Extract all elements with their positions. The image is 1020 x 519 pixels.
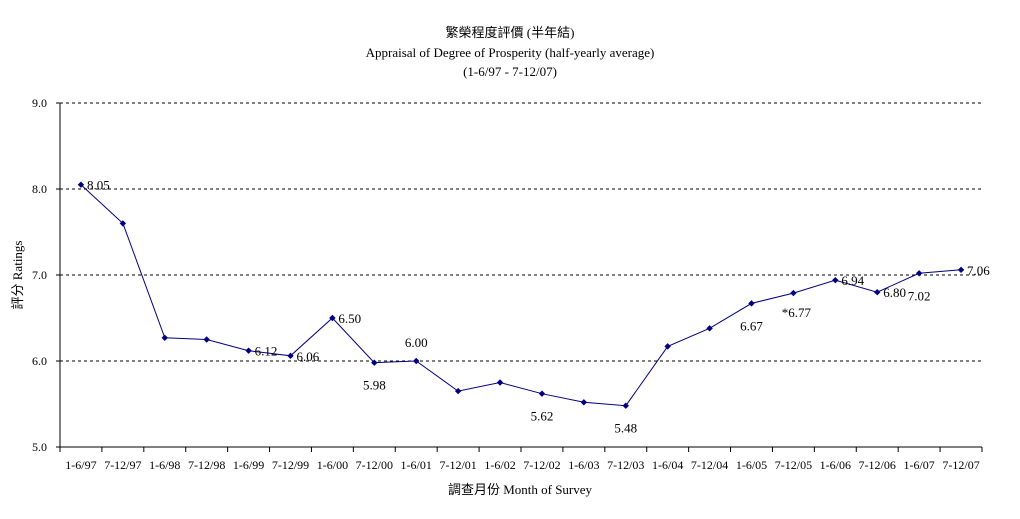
- data-point: [77, 181, 85, 188]
- x-tick-label: 7-12/99: [272, 458, 309, 472]
- data-label: 6.67: [740, 318, 763, 333]
- data-label: 8.05: [87, 178, 110, 193]
- data-point: [622, 402, 629, 409]
- data-point: [329, 314, 336, 322]
- data-point: [371, 359, 378, 366]
- x-tick-label: 1-6/03: [568, 458, 599, 472]
- data-point: [790, 289, 797, 297]
- data-point: [161, 334, 168, 341]
- x-tick-label: 7-12/04: [691, 458, 728, 472]
- data-point: [413, 357, 420, 365]
- x-tick-label: 1-6/05: [736, 458, 767, 472]
- x-tick-label: 1-6/99: [233, 458, 264, 472]
- data-labels: 8.05 6.12 6.06 6.50 5.98 6.00 5.62 5.48 6.67 *6.7…: [87, 178, 990, 436]
- data-label: 5.98: [363, 378, 386, 393]
- data-point: [957, 266, 965, 274]
- x-tick-label: 7-12/98: [188, 458, 225, 472]
- data-label: *6.77: [782, 305, 812, 320]
- series-line: [80, 184, 962, 407]
- data-label: 6.06: [297, 349, 320, 364]
- data-point: [915, 270, 923, 277]
- x-tick-label: 1-6/00: [317, 458, 348, 472]
- y-tick-label: 6.0: [32, 354, 47, 368]
- x-tick-label: 1-6/97: [65, 458, 96, 472]
- x-tick-label: 7-12/01: [439, 458, 476, 472]
- data-label: 6.50: [338, 311, 361, 326]
- data-label: 6.94: [841, 273, 864, 288]
- chart-title: 繁榮程度評價 (半年結): [446, 25, 575, 40]
- y-tick-label: 9.0: [32, 96, 47, 110]
- x-tick-label: 1-6/02: [484, 458, 515, 472]
- data-label: 5.62: [531, 409, 554, 424]
- x-tick-label: 7-12/00: [356, 458, 393, 472]
- x-tick-label: 7-12/05: [775, 458, 812, 472]
- data-point: [496, 379, 504, 386]
- data-point: [245, 347, 252, 354]
- data-label: 6.00: [405, 335, 428, 350]
- data-point: [748, 300, 755, 307]
- data-point: [664, 343, 671, 350]
- x-tick-label: 1-6/07: [903, 458, 934, 472]
- y-tick-label: 5.0: [32, 440, 47, 454]
- data-point: [580, 399, 588, 406]
- data-label: 6.12: [255, 344, 278, 359]
- data-point: [832, 276, 839, 284]
- data-point: [287, 352, 294, 360]
- data-label: 6.80: [883, 285, 906, 300]
- x-tick-label: 1-6/98: [149, 458, 180, 472]
- data-label: 7.02: [908, 288, 931, 303]
- chart-period: (1-6/97 - 7-12/07): [463, 64, 557, 79]
- x-tick-label: 1-6/06: [820, 458, 851, 472]
- y-tick-label: 7.0: [32, 268, 47, 282]
- data-point: [454, 387, 462, 395]
- gridlines: [60, 102, 982, 362]
- data-label: 7.06: [967, 263, 990, 278]
- data-point: [706, 325, 713, 332]
- data-point: [119, 220, 127, 227]
- data-point: [538, 390, 546, 397]
- x-tick-label: 7-12/02: [523, 458, 560, 472]
- y-axis-title: 評分 Ratings: [10, 241, 25, 310]
- x-tick-label: 7-12/97: [104, 458, 141, 472]
- y-tick-labels: 5.0 6.0 7.0 8.0 9.0: [32, 96, 47, 454]
- data-points: [77, 181, 965, 409]
- chart-subtitle: Appraisal of Degree of Prosperity (half-…: [366, 45, 655, 60]
- data-label: 5.48: [614, 421, 637, 436]
- x-tick-label: 7-12/06: [859, 458, 896, 472]
- axes: [56, 102, 983, 452]
- x-tick-label: 1-6/01: [401, 458, 432, 472]
- x-tick-label: 7-12/03: [607, 458, 644, 472]
- x-tick-labels: 1-6/97 7-12/97 1-6/98 7-12/98 1-6/99 7-12/99 1…: [65, 458, 979, 472]
- series-line-path: [80, 184, 962, 407]
- y-tick-label: 8.0: [32, 182, 47, 196]
- data-point: [203, 336, 210, 343]
- x-axis-title: 調查月份 Month of Survey: [448, 482, 593, 497]
- x-tick-label: 1-6/04: [652, 458, 683, 472]
- x-tick-label: 7-12/07: [942, 458, 979, 472]
- data-point: [874, 289, 881, 296]
